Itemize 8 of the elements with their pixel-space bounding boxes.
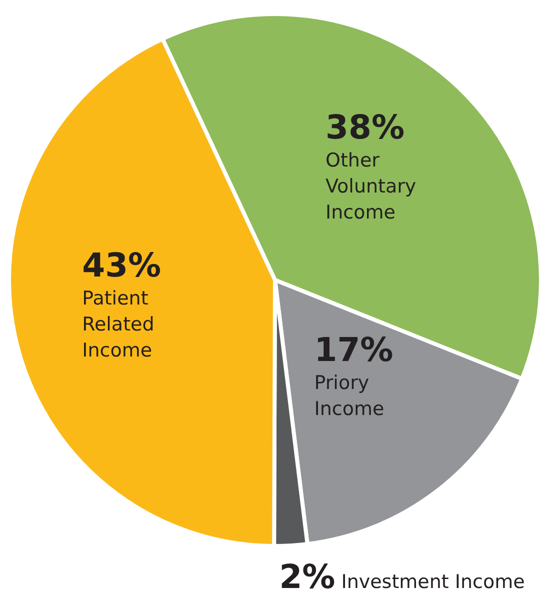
slice-label: Priory Income	[314, 372, 384, 420]
data-label: 17%	[314, 330, 394, 369]
data-label: 38%	[326, 108, 405, 147]
slice-label: Patient Related Income	[82, 287, 154, 362]
data-label: 2%	[279, 557, 336, 596]
slice-label: Investment Income	[341, 571, 525, 593]
slice-label: Other Voluntary Income	[326, 150, 416, 224]
data-label: 43%	[82, 245, 162, 284]
